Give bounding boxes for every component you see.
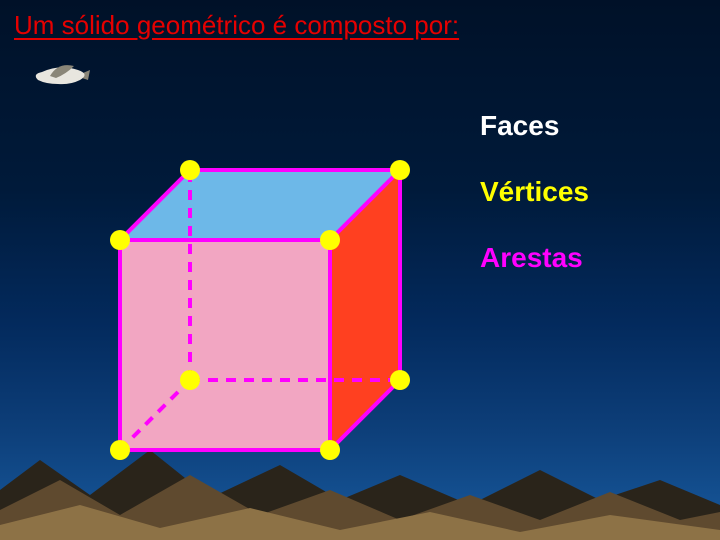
cube-vertex [390, 160, 410, 180]
cube-vertex [320, 440, 340, 460]
label-vertices: Vértices [480, 176, 589, 208]
cube-diagram [100, 160, 420, 480]
cube-vertex [110, 230, 130, 250]
component-labels: Faces Vértices Arestas [480, 110, 589, 308]
bird-icon [30, 60, 90, 94]
cube-vertex [320, 230, 340, 250]
page-title: Um sólido geométrico é composto por: [14, 10, 459, 41]
cube-vertex [180, 160, 200, 180]
cube-vertex [390, 370, 410, 390]
label-faces: Faces [480, 110, 589, 142]
label-arestas: Arestas [480, 242, 589, 274]
cube-vertex [110, 440, 130, 460]
cube-vertex [180, 370, 200, 390]
